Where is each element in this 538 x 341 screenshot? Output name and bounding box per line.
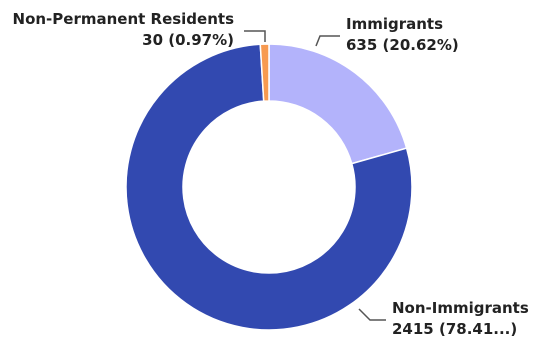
donut-slice-non-immigrants (125, 43, 413, 331)
slice-label-non-immigrants: Non-Immigrants (392, 299, 529, 317)
slice-value-non-permanent-residents: 30 (0.97%) (142, 31, 234, 49)
slice-value-non-immigrants: 2415 (78.41...) (392, 320, 517, 338)
leader-line-non-permanent-residents (244, 30, 266, 42)
leader-line-non-immigrants (358, 308, 386, 321)
donut-slices (125, 43, 413, 331)
leader-line-immigrants (315, 35, 340, 47)
donut-slice-non-permanent-residents (259, 43, 270, 102)
donut-slice-immigrants (268, 43, 408, 165)
slice-label-immigrants: Immigrants (346, 15, 443, 33)
slice-value-immigrants: 635 (20.62%) (346, 36, 459, 54)
slice-label-non-permanent-residents: Non-Permanent Residents (13, 10, 235, 28)
